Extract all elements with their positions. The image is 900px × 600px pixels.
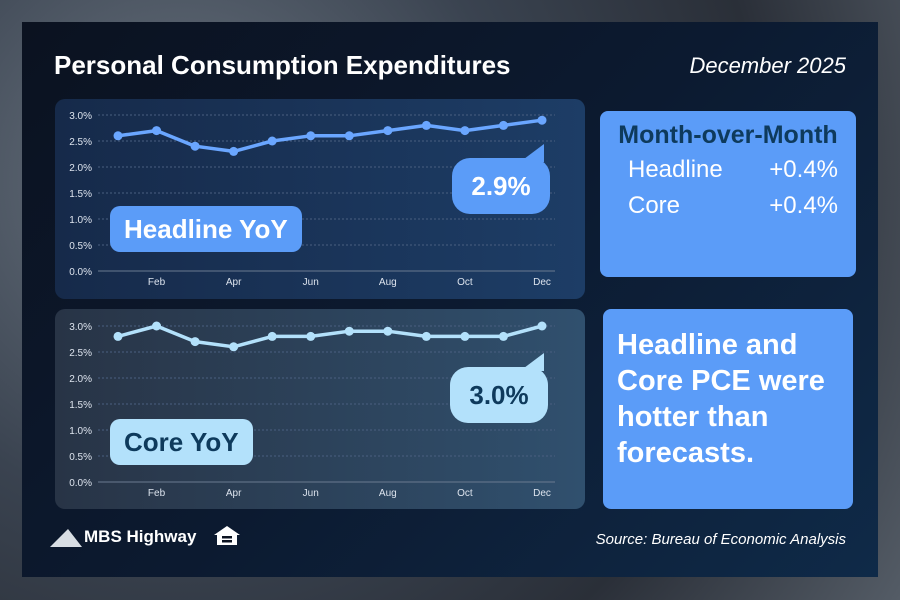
mom-box: Month-over-Month Headline +0.4% Core +0.… — [600, 111, 856, 277]
data-point — [421, 331, 431, 341]
series-line — [117, 118, 543, 154]
mom-value: +0.4% — [769, 156, 838, 183]
mbs-highway-logo: MBS Highway — [50, 525, 242, 549]
mom-row-core: Core +0.4% — [600, 188, 856, 224]
x-tick-label: Dec — [533, 488, 551, 499]
x-tick-label: Oct — [457, 488, 473, 499]
data-point — [306, 331, 316, 341]
x-tick-label: Aug — [379, 277, 397, 288]
y-tick-label: 1.0% — [69, 215, 92, 226]
x-tick-label: Oct — [457, 277, 473, 288]
y-tick-label: 3.0% — [69, 322, 92, 333]
data-point — [267, 136, 277, 146]
infographic-card: Personal Consumption Expenditures Decemb… — [22, 22, 878, 577]
mom-value: +0.4% — [769, 192, 838, 219]
data-point — [537, 115, 547, 125]
mom-label: Core — [628, 192, 681, 219]
mom-row-headline: Headline +0.4% — [600, 152, 856, 188]
headline-chart: 0.0% 0.5% 1.0% 1.5% 2.0% 2.5% 3.0% Feb Apr Jun Aug… — [69, 111, 555, 288]
y-tick-label: 3.0% — [69, 111, 92, 122]
callout-tail — [520, 353, 544, 371]
data-point — [460, 331, 470, 341]
core-label: Core YoY — [110, 419, 253, 465]
x-tick-label: Jun — [303, 488, 319, 499]
data-point — [498, 120, 508, 130]
x-tick-label: Jun — [303, 277, 319, 288]
data-point — [306, 131, 316, 141]
data-point — [498, 331, 508, 341]
y-tick-label: 2.5% — [69, 348, 92, 359]
y-tick-label: 2.5% — [69, 137, 92, 148]
logo-text: MBS Highway — [84, 527, 197, 546]
y-tick-label: 1.0% — [69, 426, 92, 437]
mom-heading: Month-over-Month — [618, 121, 838, 149]
core-callout: 3.0% — [450, 367, 548, 423]
data-point — [229, 146, 239, 156]
y-tick-label: 0.5% — [69, 452, 92, 463]
y-tick-label: 0.5% — [69, 241, 92, 252]
headline-callout: 2.9% — [452, 158, 550, 214]
headline-chart-panel: 0.0% 0.5% 1.0% 1.5% 2.0% 2.5% 3.0% Feb Apr Jun Aug… — [55, 99, 585, 299]
data-point — [113, 331, 123, 341]
data-point — [229, 342, 239, 352]
data-point — [344, 326, 354, 336]
data-point — [190, 141, 200, 151]
data-point — [113, 131, 123, 141]
page-title: Personal Consumption Expenditures — [54, 50, 511, 80]
data-point — [267, 331, 277, 341]
mountain-logo-icon — [50, 529, 82, 547]
y-tick-label: 0.0% — [69, 478, 92, 489]
mom-label: Headline — [628, 156, 723, 183]
core-chart-panel: 0.0% 0.5% 1.0% 1.5% 2.0% 2.5% 3.0% Feb Apr Jun Aug… — [55, 309, 585, 509]
data-point — [152, 126, 162, 136]
source-note: Source: Bureau of Economic Analysis — [595, 531, 846, 548]
report-date: December 2025 — [689, 53, 846, 78]
data-point — [537, 321, 547, 331]
headline-label: Headline YoY — [110, 206, 302, 252]
data-point — [152, 321, 162, 331]
y-tick-label: 1.5% — [69, 189, 92, 200]
x-tick-label: Aug — [379, 488, 397, 499]
x-tick-label: Apr — [226, 277, 242, 288]
data-point — [421, 120, 431, 130]
equal-housing-icon — [214, 526, 241, 545]
data-point — [344, 131, 354, 141]
y-tick-label: 2.0% — [69, 163, 92, 174]
x-tick-label: Dec — [533, 277, 551, 288]
y-tick-label: 0.0% — [69, 267, 92, 278]
data-point — [383, 126, 393, 136]
y-tick-label: 1.5% — [69, 400, 92, 411]
data-point — [190, 337, 200, 347]
data-point — [460, 126, 470, 136]
summary-box: Headline and Core PCE were hotter than f… — [603, 309, 853, 509]
y-tick-label: 2.0% — [69, 374, 92, 385]
callout-tail — [520, 144, 544, 162]
x-tick-label: Feb — [148, 277, 166, 288]
x-tick-label: Feb — [148, 488, 166, 499]
series-line — [117, 324, 543, 349]
x-tick-label: Apr — [226, 488, 242, 499]
data-point — [383, 326, 393, 336]
